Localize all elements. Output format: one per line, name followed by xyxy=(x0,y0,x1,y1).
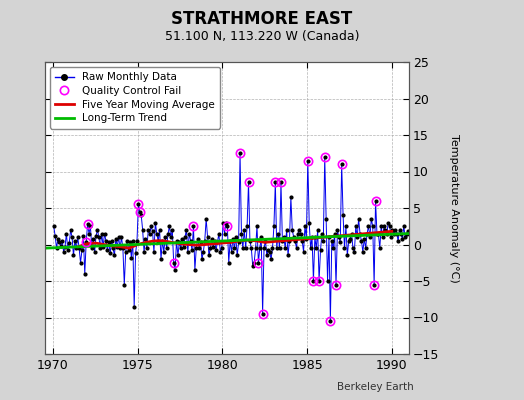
Text: 51.100 N, 113.220 W (Canada): 51.100 N, 113.220 W (Canada) xyxy=(165,30,359,43)
Text: STRATHMORE EAST: STRATHMORE EAST xyxy=(171,10,353,28)
Y-axis label: Temperature Anomaly (°C): Temperature Anomaly (°C) xyxy=(449,134,458,282)
Legend: Raw Monthly Data, Quality Control Fail, Five Year Moving Average, Long-Term Tren: Raw Monthly Data, Quality Control Fail, … xyxy=(50,67,220,128)
Text: Berkeley Earth: Berkeley Earth xyxy=(337,382,414,392)
